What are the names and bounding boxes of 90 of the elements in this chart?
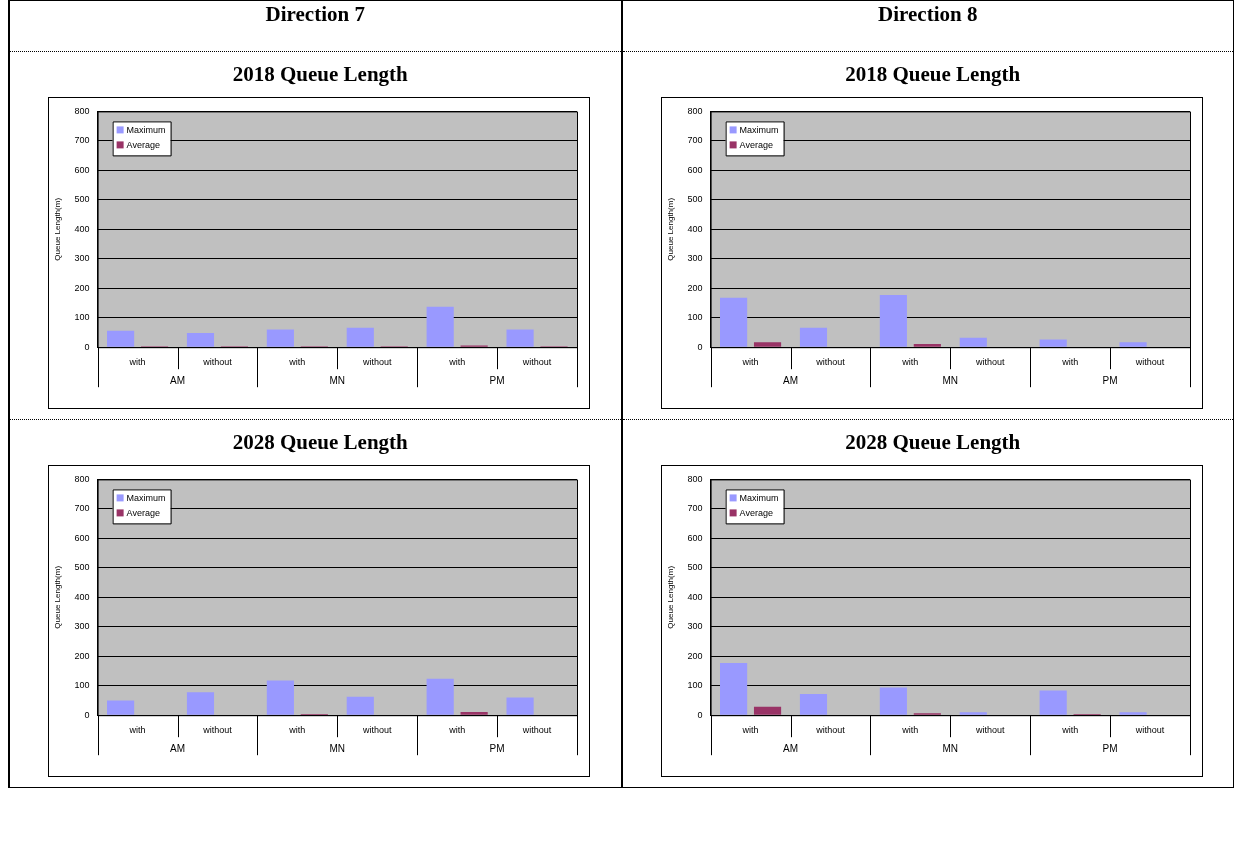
y-tick-label: 0 xyxy=(697,341,703,352)
y-tick-label: 100 xyxy=(687,680,703,691)
text: MN xyxy=(942,374,958,386)
y-tick-label: 800 xyxy=(687,473,703,484)
y-tick-label: 100 xyxy=(687,312,703,323)
y-tick-label: 100 xyxy=(74,312,90,323)
y-tick-label: 400 xyxy=(687,223,703,234)
y-axis-title: Queue Length(m) xyxy=(665,197,675,261)
y-tick-label: 0 xyxy=(84,341,90,352)
y-tick-label: 400 xyxy=(74,223,90,234)
x-tick-label: with xyxy=(1060,725,1078,736)
legend-label: Maximum xyxy=(126,124,166,135)
legend-label: Average xyxy=(739,507,773,518)
y-tick-label: 100 xyxy=(74,680,90,691)
y-tick-label: 800 xyxy=(687,105,703,116)
y-tick-label: 700 xyxy=(687,503,703,514)
chart-subtitle: Direction 8 xyxy=(621,0,1234,52)
y-tick-label: 500 xyxy=(687,562,703,573)
legend-label: Maximum xyxy=(739,124,779,135)
x-tick-label: without xyxy=(814,357,845,368)
x-tick-label: with xyxy=(448,357,466,368)
y-axis-title: Queue Length(m) xyxy=(665,565,675,629)
x-tick-label: without xyxy=(361,357,393,368)
y-tick-label: 200 xyxy=(74,282,90,293)
y-tick-label: 800 xyxy=(74,105,90,116)
y-tick-label: 600 xyxy=(74,532,90,543)
legend-label: Maximum xyxy=(126,492,166,503)
y-tick-label: 600 xyxy=(687,532,703,543)
y-tick-label: 300 xyxy=(74,253,90,264)
x-tick-label: with xyxy=(741,357,759,368)
text: AM xyxy=(782,742,798,754)
chart-title: 2018 Queue Length xyxy=(231,61,409,88)
legend-label: Average xyxy=(739,139,773,150)
y-tick-label: 300 xyxy=(687,621,703,632)
x-tick-label: without xyxy=(974,357,1005,368)
y-tick-label: 300 xyxy=(74,621,90,632)
x-tick-label: without xyxy=(361,725,393,736)
y-tick-label: 600 xyxy=(74,164,90,175)
x-tick-label: with xyxy=(288,357,306,368)
text: PM xyxy=(489,742,505,754)
y-axis-title: Queue Length(m) xyxy=(53,565,62,629)
x-tick-label: with xyxy=(288,725,306,736)
x-tick-label: with xyxy=(1060,357,1078,368)
x-tick-label: without xyxy=(814,725,845,736)
x-tick-label: without xyxy=(202,357,233,368)
x-tick-label: with xyxy=(741,725,759,736)
y-tick-label: 400 xyxy=(74,591,90,602)
chart-title: 2018 Queue Length xyxy=(844,61,1022,88)
text: MN xyxy=(329,374,346,386)
y-tick-label: 500 xyxy=(687,194,703,205)
y-tick-label: 600 xyxy=(687,164,703,175)
x-tick-label: with xyxy=(900,725,918,736)
x-tick-label: without xyxy=(521,725,552,736)
x-tick-label: with xyxy=(128,357,146,368)
x-tick-label: with xyxy=(900,357,918,368)
chart-title: 2028 Queue Length xyxy=(231,429,409,456)
y-tick-label: 700 xyxy=(687,135,703,146)
legend-label: Average xyxy=(126,139,160,150)
x-tick-label: without xyxy=(1134,357,1165,368)
y-axis-title: Queue Length(m) xyxy=(53,197,62,261)
y-tick-label: 400 xyxy=(687,591,703,602)
text: AM xyxy=(170,374,186,386)
legend-label: Average xyxy=(126,507,160,518)
chart-title: 2028 Queue Length xyxy=(844,429,1022,456)
text: MN xyxy=(329,742,346,754)
y-tick-label: 300 xyxy=(687,253,703,264)
x-tick-label: without xyxy=(202,725,233,736)
chart-subtitle: Direction 7 xyxy=(9,0,622,52)
y-tick-label: 0 xyxy=(697,709,703,720)
y-tick-label: 500 xyxy=(74,562,90,573)
x-tick-label: without xyxy=(974,725,1005,736)
x-tick-label: without xyxy=(521,357,552,368)
text: MN xyxy=(942,742,958,754)
x-tick-label: with xyxy=(128,725,146,736)
y-tick-label: 0 xyxy=(84,709,90,720)
text: AM xyxy=(170,742,186,754)
x-tick-label: without xyxy=(1134,725,1165,736)
text: PM xyxy=(1102,374,1118,386)
text: PM xyxy=(1102,742,1118,754)
text: AM xyxy=(782,374,798,386)
y-tick-label: 800 xyxy=(74,473,90,484)
y-tick-label: 200 xyxy=(74,650,90,661)
y-tick-label: 200 xyxy=(687,650,703,661)
y-tick-label: 500 xyxy=(74,194,90,205)
y-tick-label: 200 xyxy=(687,282,703,293)
x-tick-label: with xyxy=(448,725,466,736)
y-tick-label: 700 xyxy=(74,135,90,146)
text: PM xyxy=(489,374,505,386)
y-tick-label: 700 xyxy=(74,503,90,514)
legend-label: Maximum xyxy=(739,492,779,503)
